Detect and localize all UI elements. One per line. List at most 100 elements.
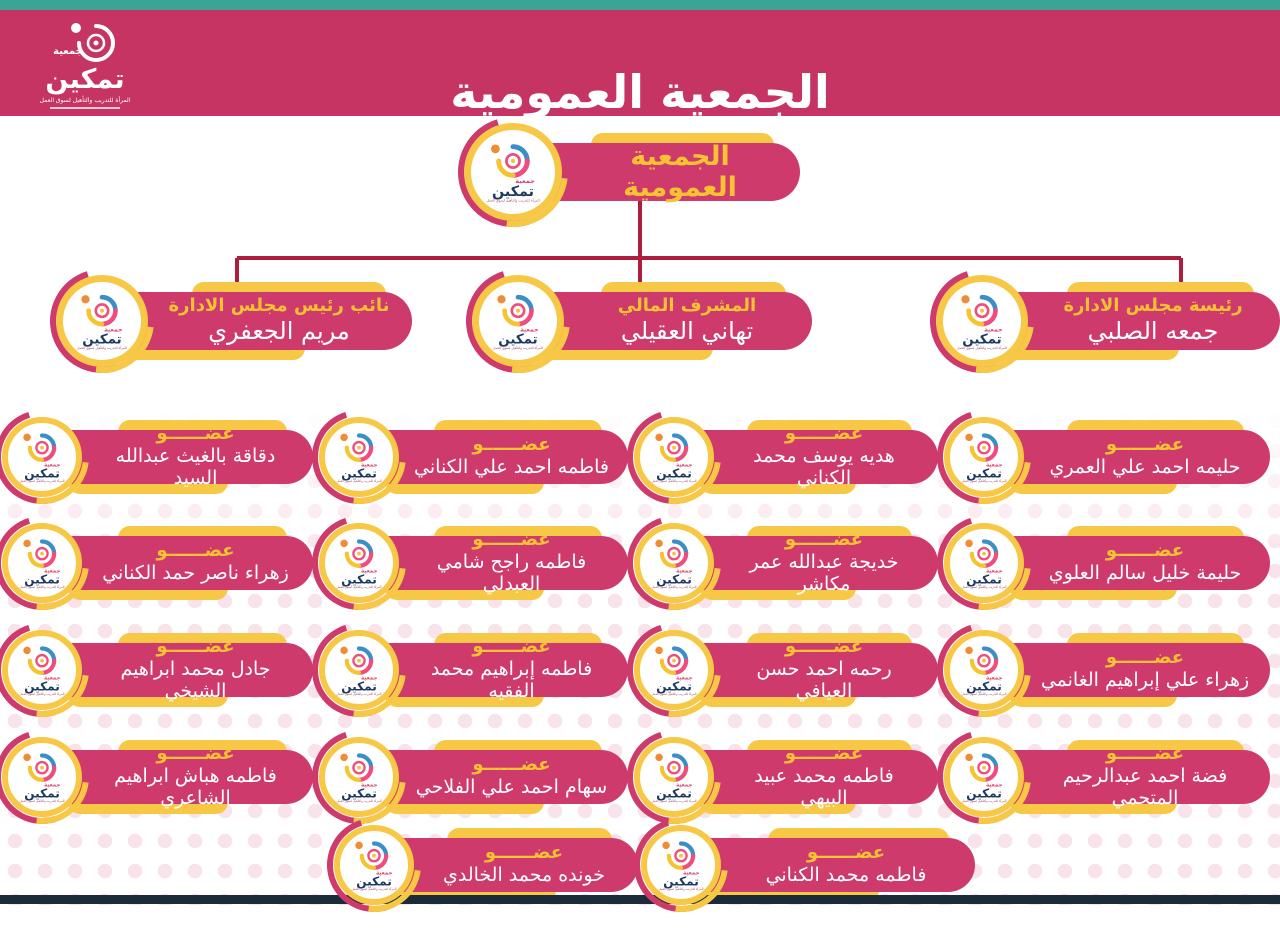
tamkeen-logo-badge: جمعية تمكين المرأة للتدريب والتأهيل لسوق… — [319, 737, 399, 817]
emblem-name-text: تمكين — [966, 680, 1002, 694]
emblem-name-text: تمكين — [341, 680, 377, 694]
emblem-orange-dot — [497, 295, 506, 304]
emblem-tagline-text: المرأة للتدريب والتأهيل لسوق العمل — [337, 479, 382, 483]
emblem-assoc-text: جمعية — [986, 675, 1003, 681]
emblem-name-text: تمكين — [24, 787, 60, 801]
emblem-tagline-text: المرأة للتدريب والتأهيل لسوق العمل — [337, 585, 382, 589]
emblem-name-text: تمكين — [966, 573, 1002, 587]
emblem-name-text: تمكين — [498, 333, 537, 348]
tamkeen-emblem: جمعية تمكين المرأة للتدريب والتأهيل لسوق… — [962, 433, 1007, 483]
tamkeen-logo-badge: جمعية تمكين المرأة للتدريب والتأهيل لسوق… — [56, 275, 148, 367]
tamkeen-header-logo: جمعية تمكين المرأة للتدريب والتأهيل لسوق… — [40, 23, 131, 109]
emblem-tagline-text: المرأة للتدريب والتأهيل لسوق العمل — [652, 479, 697, 483]
node-pill: عضــــــو سهام احمد علي الفلاحي — [361, 750, 628, 804]
node-role: عضــــــو — [472, 754, 551, 776]
tamkeen-emblem: جمعية تمكين المرأة للتدريب والتأهيل لسوق… — [652, 753, 697, 803]
tamkeen-emblem: جمعية تمكين المرأة للتدريب والتأهيل لسوق… — [659, 841, 704, 891]
root-node: الجمعية العمومية جمعية تمكين المرأة للتد… — [464, 123, 800, 221]
emblem-assoc-text: جمعية — [104, 326, 122, 333]
emblem-tagline-text: المرأة للتدريب والتأهيل لسوق العمل — [337, 692, 382, 696]
emblem-assoc-text: جمعية — [361, 675, 378, 681]
tamkeen-emblem: جمعية تمكين المرأة للتدريب والتأهيل لسوق… — [20, 539, 65, 589]
emblem-orange-dot — [340, 433, 348, 442]
emblem-tagline-text: المرأة للتدريب والتأهيل لسوق العمل — [652, 585, 697, 589]
emblem-assoc-text: جمعية — [515, 177, 535, 185]
node-name: هديه يوسف محمد الكناني — [753, 444, 895, 490]
page-title: الجمعية العمومية — [450, 64, 830, 119]
node-name: حليمه احمد علي العمري — [1049, 455, 1241, 478]
emblem-orange-dot — [655, 646, 663, 655]
node-name: زهراء علي إبراهيم الغانمي — [1040, 668, 1250, 691]
emblem-tagline-text: المرأة للتدريب والتأهيل لسوق العمل — [20, 479, 65, 483]
connector-lines — [235, 198, 1183, 288]
tamkeen-logo-badge: جمعية تمكين المرأة للتدريب والتأهيل لسوق… — [641, 825, 721, 905]
emblem-name-text: تمكين — [24, 573, 60, 587]
node-role: عضــــــو — [1105, 647, 1185, 669]
emblem-name-text: تمكين — [341, 573, 377, 587]
tamkeen-emblem: جمعية تمكين المرأة للتدريب والتأهيل لسوق… — [20, 753, 65, 803]
tamkeen-emblem: جمعية تمكين المرأة للتدريب والتأهيل لسوق… — [77, 294, 127, 350]
emblem-assoc-text: جمعية — [986, 568, 1003, 574]
emblem-tagline-text: المرأة للتدريب والتأهيل لسوق العمل — [337, 799, 382, 803]
emblem-tagline-text: المرأة للتدريب والتأهيل لسوق العمل — [962, 479, 1007, 483]
node-role: عضــــــو — [806, 842, 886, 864]
tamkeen-emblem: جمعية تمكين المرأة للتدريب والتأهيل لسوق… — [337, 753, 382, 803]
emblem-assoc-text: جمعية — [361, 462, 378, 468]
emblem-tagline-text: المرأة للتدريب والتأهيل لسوق العمل — [962, 692, 1007, 696]
node-name: خديجة عبدالله عمر مكاشر — [749, 550, 899, 596]
node-name: رحمه احمد حسن العيافي — [756, 657, 892, 703]
header-logo-assoc: جمعية — [53, 46, 83, 57]
node-role: عضــــــو — [156, 540, 235, 562]
emblem-tagline-text: المرأة للتدريب والتأهيل لسوق العمل — [486, 198, 539, 203]
emblem-assoc-text: جمعية — [44, 462, 61, 468]
tamkeen-logo-badge: جمعية تمكين المرأة للتدريب والتأهيل لسوق… — [944, 630, 1024, 710]
tamkeen-emblem: جمعية تمكين المرأة للتدريب والتأهيل لسوق… — [962, 539, 1007, 589]
emblem-name-text: تمكين — [656, 467, 692, 481]
node-name: فضة احمد عبدالرحيم المتحمي — [1062, 764, 1228, 810]
node-name: تهاني العقيلي — [620, 316, 754, 345]
member-node: عضــــــو سهام احمد علي الفلاحي جمعية تم… — [319, 737, 628, 817]
emblem-assoc-text: جمعية — [361, 782, 378, 788]
org-chart-canvas: الجمعية العمومية جمعية تمكين المرأة للتد… — [0, 116, 1280, 905]
emblem-assoc-text: جمعية — [986, 462, 1003, 468]
emblem-orange-dot — [23, 539, 31, 548]
node-name: فاطمه هباش ابراهيم الشاعري — [114, 764, 277, 810]
node-pill: رئيسة مجلس الادارة جمعه الصلبي — [984, 292, 1280, 350]
emblem-tagline-text: المرأة للتدريب والتأهيل لسوق العمل — [77, 345, 127, 350]
node-pill: عضــــــو فاطمه هباش ابراهيم الشاعري — [44, 743, 313, 809]
member-node: عضــــــو زهراء علي إبراهيم الغانمي جمعي… — [944, 630, 1270, 710]
member-node: عضــــــو فضة احمد عبدالرحيم المتحمي جمع… — [944, 737, 1270, 817]
emblem-name-text: تمكين — [341, 467, 377, 481]
node-role: عضــــــو — [1105, 434, 1185, 456]
emblem-orange-dot — [491, 144, 500, 154]
node-pill: عضــــــو زهراء علي إبراهيم الغانمي — [986, 643, 1270, 697]
tamkeen-emblem: جمعية تمكين المرأة للتدريب والتأهيل لسوق… — [957, 294, 1007, 350]
node-role: عضــــــو — [484, 842, 564, 864]
top-teal-strip — [0, 0, 1280, 10]
emblem-tagline-text: المرأة للتدريب والتأهيل لسوق العمل — [652, 692, 697, 696]
emblem-name-text: تمكين — [962, 333, 1001, 348]
tamkeen-logo-badge: جمعية تمكين المرأة للتدريب والتأهيل لسوق… — [634, 523, 714, 603]
tamkeen-logo-badge: جمعية تمكين المرأة للتدريب والتأهيل لسوق… — [2, 630, 82, 710]
member-node: عضــــــو فاطمه محمد الكناني جمعية تمكين… — [641, 825, 975, 905]
tamkeen-emblem: جمعية تمكين المرأة للتدريب والتأهيل لسوق… — [652, 646, 697, 696]
node-pill: عضــــــو حليمه احمد علي العمري — [986, 430, 1270, 484]
tamkeen-logo-badge: جمعية تمكين المرأة للتدريب والتأهيل لسوق… — [472, 275, 564, 367]
emblem-assoc-text: جمعية — [44, 568, 61, 574]
tamkeen-emblem: جمعية تمكين المرأة للتدريب والتأهيل لسوق… — [486, 144, 540, 203]
member-node: عضــــــو فاطمه احمد علي الكناني جمعية ت… — [319, 417, 628, 497]
tamkeen-logo-badge: جمعية تمكين المرأة للتدريب والتأهيل لسوق… — [334, 825, 414, 905]
node-name: فاطمه احمد علي الكناني — [414, 455, 609, 478]
node-name: جادل محمد ابراهيم الشيخي — [120, 657, 271, 703]
emblem-assoc-text: جمعية — [683, 870, 700, 876]
tamkeen-emblem: جمعية تمكين المرأة للتدريب والتأهيل لسوق… — [20, 646, 65, 696]
member-node: عضــــــو حليمه احمد علي العمري جمعية تم… — [944, 417, 1270, 497]
emblem-tagline-text: المرأة للتدريب والتأهيل لسوق العمل — [962, 585, 1007, 589]
node-role: عضــــــو — [1105, 540, 1185, 562]
tamkeen-logo-badge: جمعية تمكين المرأة للتدريب والتأهيل لسوق… — [2, 417, 82, 497]
tamkeen-logo-badge: جمعية تمكين المرأة للتدريب والتأهيل لسوق… — [634, 737, 714, 817]
emblem-orange-dot — [662, 841, 670, 850]
node-role: نائب رئيس مجلس الادارة — [168, 295, 390, 317]
emblem-assoc-text: جمعية — [676, 782, 693, 788]
node-role: عضــــــو — [784, 422, 864, 444]
